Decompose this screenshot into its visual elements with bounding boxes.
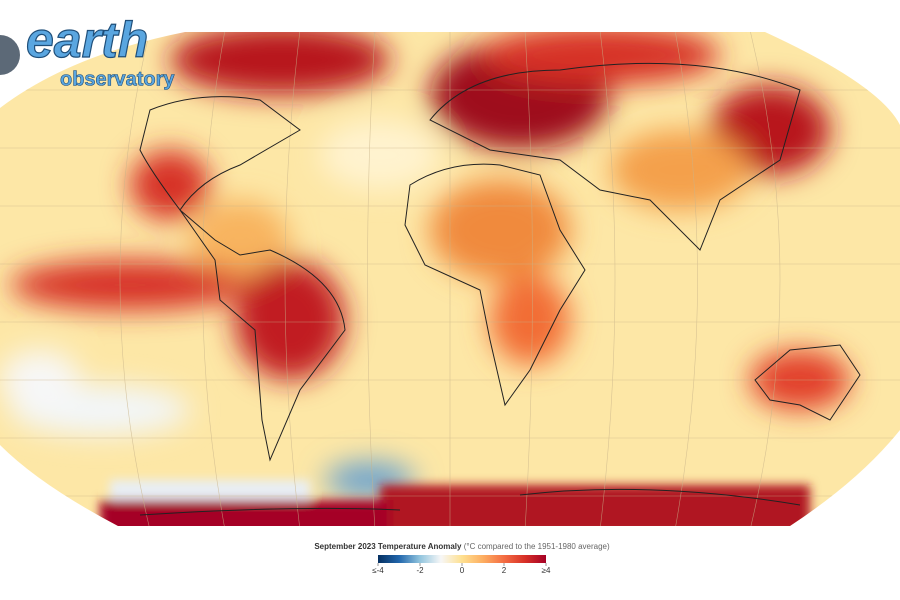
logo-word: earth <box>26 12 148 68</box>
legend-tick-label: 0 <box>460 566 465 575</box>
logo-subword: observatory <box>60 68 175 90</box>
anomaly-map <box>0 32 900 526</box>
legend-tick-label: ≤-4 <box>372 566 384 575</box>
color-bar <box>378 555 546 563</box>
legend-tick-label: ≥4 <box>542 566 551 575</box>
legend: September 2023 Temperature Anomaly (°C c… <box>314 542 610 575</box>
legend-tick-label: 2 <box>502 566 507 575</box>
legend-subtitle: (°C compared to the 1951-1980 average) <box>464 542 610 551</box>
legend-title: September 2023 Temperature Anomaly <box>314 542 462 551</box>
logo: earth observatory <box>0 12 176 91</box>
legend-tick-label: -2 <box>416 566 424 575</box>
legend-heading: September 2023 Temperature Anomaly (°C c… <box>314 542 610 551</box>
